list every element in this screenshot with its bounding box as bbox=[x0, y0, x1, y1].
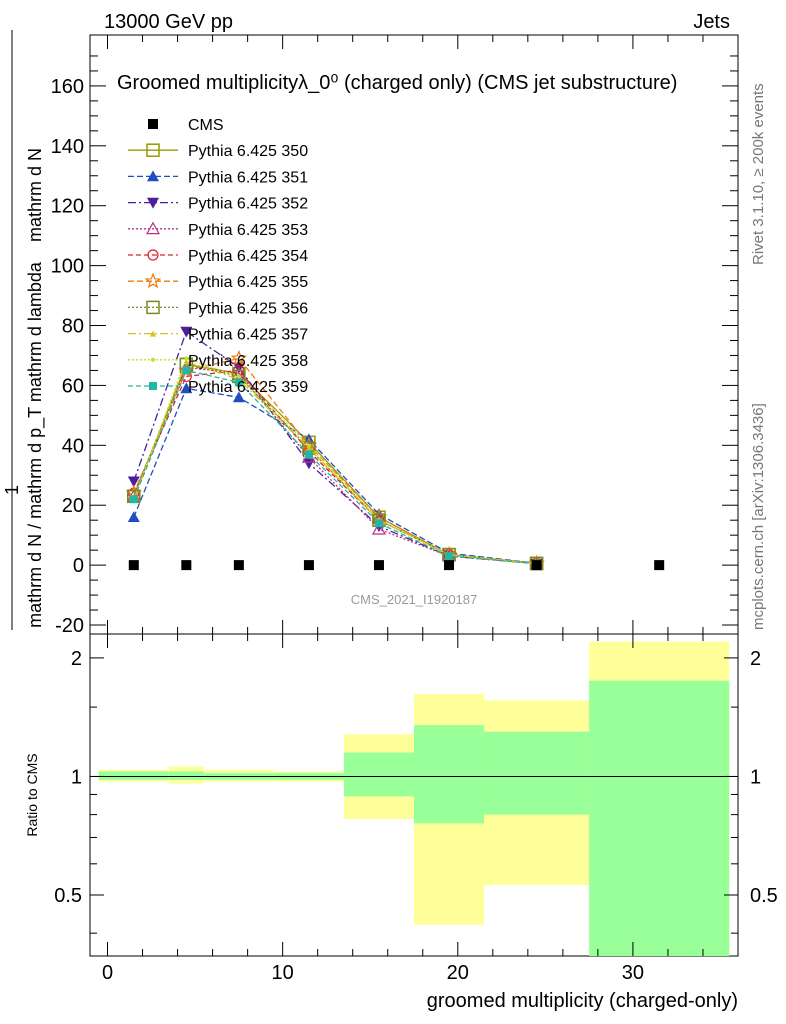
ratio-ytick-label-left: 1 bbox=[71, 766, 82, 788]
cms-data-point bbox=[181, 560, 192, 571]
rivet-version-label: Rivet 3.1.10, ≥ 200k events bbox=[750, 83, 767, 265]
legend-marker-1 bbox=[147, 170, 159, 182]
xtick-label: 20 bbox=[447, 962, 469, 984]
ratio-bands bbox=[90, 641, 738, 956]
series-1-point bbox=[127, 511, 140, 522]
series-3-point bbox=[371, 521, 386, 535]
xtick-label: 10 bbox=[272, 962, 294, 984]
series-1-point bbox=[232, 391, 245, 403]
series-9-point bbox=[374, 519, 383, 528]
legend-label-8: Pythia 6.425 358 bbox=[188, 353, 308, 370]
cms-data-points bbox=[128, 560, 665, 571]
main-ytick-label: 60 bbox=[62, 375, 84, 397]
legend-label-9: Pythia 6.425 359 bbox=[188, 379, 308, 396]
series-8-point bbox=[306, 443, 311, 448]
legend-label-2: Pythia 6.425 352 bbox=[188, 196, 308, 213]
legend-label-6: Pythia 6.425 356 bbox=[188, 300, 308, 317]
ratio-band-green bbox=[343, 752, 414, 797]
series-2-point bbox=[302, 458, 315, 470]
legend-marker-cms bbox=[148, 119, 158, 129]
legend-marker-7 bbox=[150, 330, 156, 337]
ratio-ytick-label-right: 0.5 bbox=[750, 885, 778, 907]
main-ytick-label: 140 bbox=[51, 136, 84, 158]
main-ytick-label: 120 bbox=[51, 196, 84, 218]
series-8-point bbox=[236, 374, 241, 379]
legend-marker-8 bbox=[151, 357, 155, 362]
series-line-3 bbox=[133, 366, 537, 565]
series-9-point bbox=[304, 450, 313, 459]
series-line-9 bbox=[133, 369, 537, 565]
main-ytick-label: 100 bbox=[51, 256, 84, 278]
main-axes: -20 0 20 40 60 80 100 120 140 160 bbox=[51, 55, 738, 637]
xtick-label: 0 bbox=[102, 962, 113, 984]
legend-marker-6 bbox=[146, 300, 160, 315]
series-7-point bbox=[305, 445, 312, 452]
series-2-point bbox=[127, 476, 140, 488]
ratio-plot-frame bbox=[89, 633, 739, 957]
ratio-ytick-label-right: 1 bbox=[750, 766, 761, 788]
ratio-band-green bbox=[589, 680, 730, 956]
main-plot-title: Groomed multiplicityλ_0⁰ (charged only) … bbox=[117, 72, 677, 94]
ratio-y-axis-label: Ratio to CMS bbox=[24, 753, 40, 836]
legend-label-3: Pythia 6.425 353 bbox=[188, 222, 308, 239]
xtick-label: 30 bbox=[622, 962, 644, 984]
main-y-axis-label: 1 mathrm d N / mathrm d p_T mathrm d lam… bbox=[2, 30, 46, 630]
ylabel-numerator: mathrm d N bbox=[25, 148, 45, 242]
series-9-point bbox=[234, 378, 243, 387]
header-category-label: Jets bbox=[693, 11, 730, 33]
series-9-point bbox=[445, 552, 454, 561]
series-5-point bbox=[230, 349, 248, 366]
ratio-band-green bbox=[484, 731, 590, 815]
header-energy-label: 13000 GeV pp bbox=[104, 11, 233, 33]
cms-data-point bbox=[531, 560, 542, 571]
legend-label-5: Pythia 6.425 355 bbox=[188, 274, 308, 291]
cms-data-point bbox=[128, 560, 139, 571]
legend-marker-3 bbox=[145, 221, 161, 235]
legend-marker-9 bbox=[149, 382, 157, 390]
legend-marker-4 bbox=[147, 249, 159, 261]
legend-label-7: Pythia 6.425 357 bbox=[188, 327, 308, 344]
series-line-4 bbox=[133, 369, 537, 565]
legend-label-1: Pythia 6.425 351 bbox=[188, 169, 308, 186]
ratio-ytick-label-right: 2 bbox=[750, 648, 761, 670]
series-8-point bbox=[184, 356, 189, 361]
legend-marker-5 bbox=[144, 272, 162, 289]
cms-data-point bbox=[303, 560, 314, 571]
series-2-point bbox=[180, 326, 193, 338]
main-ytick-label: 160 bbox=[51, 76, 84, 98]
legend-marker-2 bbox=[147, 197, 159, 209]
legend-label-0: Pythia 6.425 350 bbox=[188, 143, 308, 160]
mcplots-label: mcplots.cern.ch [arXiv:1306.3436] bbox=[750, 403, 767, 630]
legend-marker-0 bbox=[146, 143, 160, 157]
main-ytick-label: -20 bbox=[55, 615, 84, 637]
x-axis-label: groomed multiplicity (charged-only) bbox=[427, 990, 738, 1012]
cms-data-point bbox=[654, 560, 665, 571]
series-9-point bbox=[129, 495, 138, 504]
ratio-ytick-label-left: 0.5 bbox=[54, 885, 82, 907]
series-9-point bbox=[182, 366, 191, 375]
analysis-watermark: CMS_2021_I1920187 bbox=[351, 592, 478, 607]
main-ytick-label: 80 bbox=[62, 316, 84, 338]
main-ytick-label: 20 bbox=[62, 495, 84, 517]
cms-data-point bbox=[373, 560, 384, 571]
legend: CMS Pythia 6.425 350 Pythia 6.425 351 Pythi… bbox=[128, 117, 308, 396]
ratio-band-green bbox=[98, 771, 169, 780]
ratio-band-green bbox=[168, 771, 204, 780]
ratio-ytick-label-left: 2 bbox=[71, 648, 82, 670]
cms-data-point bbox=[444, 560, 455, 571]
legend-label-4: Pythia 6.425 354 bbox=[188, 248, 308, 265]
ratio-axes: 0.5 0.51 12 20 10 20 30 bbox=[54, 35, 778, 984]
main-ytick-label: 40 bbox=[62, 435, 84, 457]
legend-label-cms: CMS bbox=[188, 117, 224, 134]
ylabel-denominator: mathrm d N / mathrm d p_T mathrm d lambd… bbox=[25, 261, 46, 628]
main-ytick-label: 0 bbox=[73, 555, 84, 577]
cms-data-point bbox=[233, 560, 244, 571]
ratio-band-green bbox=[414, 725, 485, 824]
series-1-point bbox=[180, 382, 193, 394]
